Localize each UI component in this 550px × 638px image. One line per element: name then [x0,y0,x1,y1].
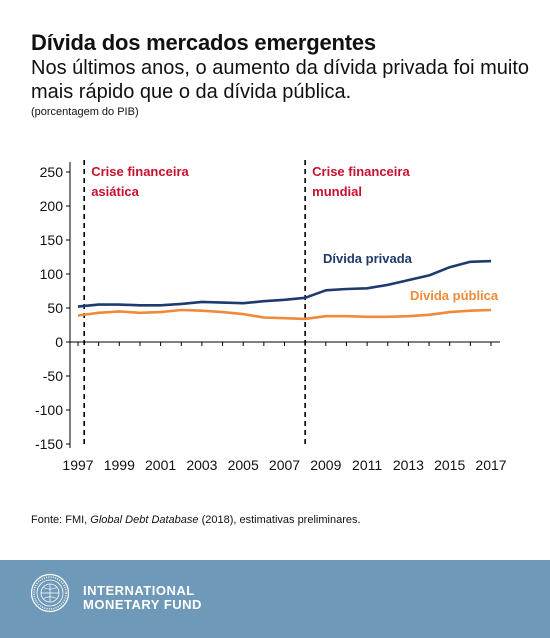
x-tick-label: 2015 [434,457,465,473]
org-name: INTERNATIONAL MONETARY FUND [83,584,202,612]
x-tick-label: 2005 [228,457,259,473]
y-tick-label: 150 [40,232,64,248]
crisis-label: asiática [91,184,139,199]
imf-seal-icon [30,573,70,613]
y-tick-label: -50 [43,368,63,384]
y-tick-label: 0 [55,334,63,350]
y-tick-label: -100 [35,402,63,418]
crisis-label: Crise financeira [312,164,410,179]
series-label: Dívida pública [410,288,499,303]
crisis-label: Crise financeira [91,164,189,179]
y-tick-label: -150 [35,436,63,452]
x-tick-label: 2013 [393,457,424,473]
y-tick-label: 100 [40,266,64,282]
x-tick-label: 2009 [310,457,341,473]
source-prefix: Fonte: FMI, [31,514,91,526]
x-tick-label: 1999 [104,457,135,473]
y-tick-label: 200 [40,198,64,214]
chart-subtitle: Nos últimos anos, o aumento da dívida pr… [31,57,530,103]
x-tick-label: 2017 [475,457,506,473]
org-name-line1: INTERNATIONAL [83,583,195,598]
x-tick-label: 1997 [62,457,93,473]
chart-title: Dívida dos mercados emergentes [31,30,376,55]
series-label: Dívida privada [323,251,413,266]
org-name-line2: MONETARY FUND [83,597,202,612]
footer-bar: INTERNATIONAL MONETARY FUND [0,560,550,638]
source-suffix: (2018), estimativas preliminares. [198,514,361,526]
x-tick-label: 2011 [352,457,382,473]
y-tick-label: 250 [40,164,64,180]
crisis-label: mundial [312,184,362,199]
unit-note: (porcentagem do PIB) [31,106,139,118]
y-tick-label: 50 [47,300,63,316]
x-tick-label: 2003 [186,457,217,473]
series-line-public-debt [77,308,492,321]
x-tick-label: 2007 [269,457,300,473]
source-note: Fonte: FMI, Global Debt Database (2018),… [31,514,361,526]
source-database-name: Global Debt Database [90,514,199,526]
debt-line-chart: 250 200 150 100 50 0 -50 -100 -150 1997 1999 2001 20… [35,160,507,473]
x-tick-label: 2001 [145,457,176,473]
series-line-private-debt [77,259,492,308]
